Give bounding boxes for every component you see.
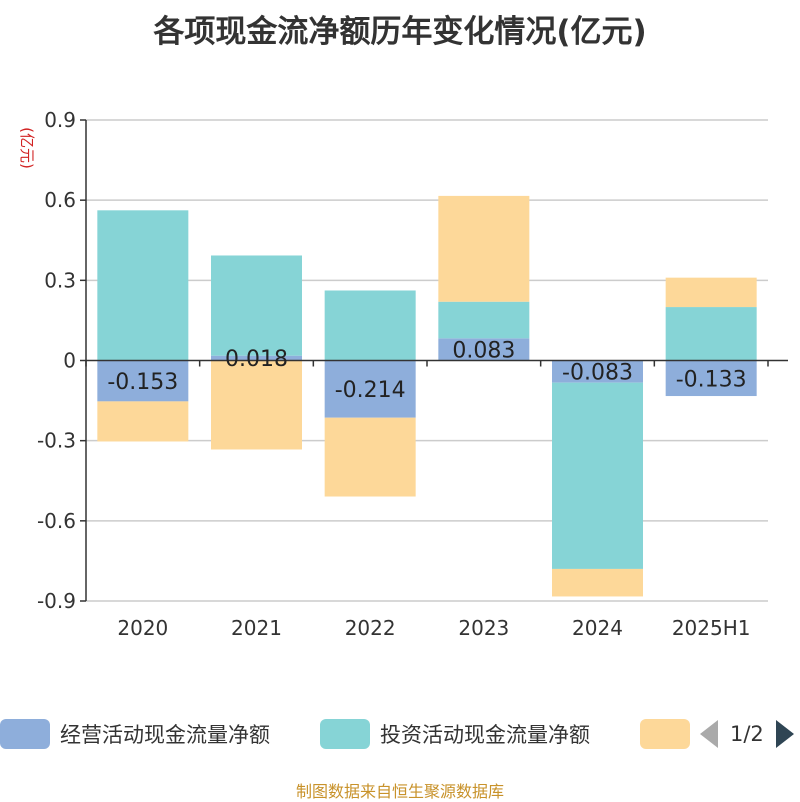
bar-2025H1-series-1[interactable] <box>665 307 757 361</box>
bar-2023-series-0[interactable] <box>438 338 530 361</box>
legend-swatch-financing <box>640 719 690 749</box>
legend-pager: 1/2 <box>700 714 794 754</box>
x-tick-label: 2022 <box>345 616 396 640</box>
x-tick-label: 2020 <box>117 616 168 640</box>
legend-item-investing[interactable]: 投资活动现金流量净额 <box>320 714 590 754</box>
data-label: -0.083 <box>562 361 633 386</box>
y-tick-label: 0.3 <box>44 268 76 292</box>
x-tick-label: 2025H1 <box>672 616 751 640</box>
y-axis-label: (亿元) <box>18 127 36 169</box>
bars[interactable] <box>97 195 757 597</box>
bar-2022-series-2[interactable] <box>324 417 416 497</box>
x-tick-label: 2023 <box>458 616 509 640</box>
bar-2023-series-1[interactable] <box>438 301 530 339</box>
bar-2021-series-2[interactable] <box>211 360 302 450</box>
legend-item-financing[interactable] <box>640 714 690 754</box>
y-tick-label: -0.3 <box>37 429 76 453</box>
bar-2025H1-series-2[interactable] <box>665 277 757 308</box>
axes: 0.9 0.6 0.3 0 -0.3 -0.6 -0.9 (亿元) 2020 2021 2022 20… <box>18 108 788 640</box>
x-tick-label: 2021 <box>231 616 282 640</box>
bar-2024-series-0[interactable] <box>552 360 643 383</box>
legend-item-operating[interactable]: 经营活动现金流量净额 <box>0 714 270 754</box>
y-tick-label: 0.6 <box>44 188 76 212</box>
data-label: 0.018 <box>225 347 288 372</box>
data-label: -0.153 <box>107 370 178 395</box>
bar-2025H1-series-0[interactable] <box>665 360 757 397</box>
legend-swatch-operating <box>0 719 50 749</box>
bar-2024-series-1[interactable] <box>552 382 643 569</box>
bar-2023-series-2[interactable] <box>438 195 530 302</box>
data-label: 0.083 <box>452 338 515 363</box>
y-tick-label: 0 <box>63 349 76 373</box>
data-labels: -0.153 0.018 -0.214 0.083 -0.083 -0.133 <box>107 338 746 403</box>
grid-lines <box>86 119 768 602</box>
legend-page-indicator: 1/2 <box>730 722 764 746</box>
chart-title: 各项现金流净额历年变化情况(亿元) <box>153 14 647 50</box>
bar-2020-series-2[interactable] <box>97 401 189 442</box>
bar-2021-series-1[interactable] <box>211 255 302 356</box>
bar-2020-series-1[interactable] <box>97 210 189 361</box>
legend-label-operating: 经营活动现金流量净额 <box>60 723 270 747</box>
source-note: 制图数据来自恒生聚源数据库 <box>295 782 504 801</box>
data-label: -0.133 <box>676 367 747 392</box>
y-tick-label: -0.9 <box>37 589 76 613</box>
pager-prev-icon[interactable] <box>700 720 718 748</box>
bar-2024-series-2[interactable] <box>552 568 643 597</box>
data-label: -0.214 <box>335 378 406 403</box>
bar-2022-series-0[interactable] <box>324 360 416 418</box>
y-tick-label: -0.6 <box>37 509 76 533</box>
legend: 经营活动现金流量净额 投资活动现金流量净额 1/2 <box>0 714 800 754</box>
bar-2021-series-0[interactable] <box>211 355 302 361</box>
x-tick-label: 2024 <box>572 616 623 640</box>
y-tick-label: 0.9 <box>44 108 76 132</box>
legend-label-investing: 投资活动现金流量净额 <box>380 723 590 747</box>
bar-2020-series-0[interactable] <box>97 360 189 402</box>
legend-swatch-investing <box>320 719 370 749</box>
pager-next-icon[interactable] <box>775 720 794 748</box>
bar-2022-series-1[interactable] <box>324 290 416 361</box>
